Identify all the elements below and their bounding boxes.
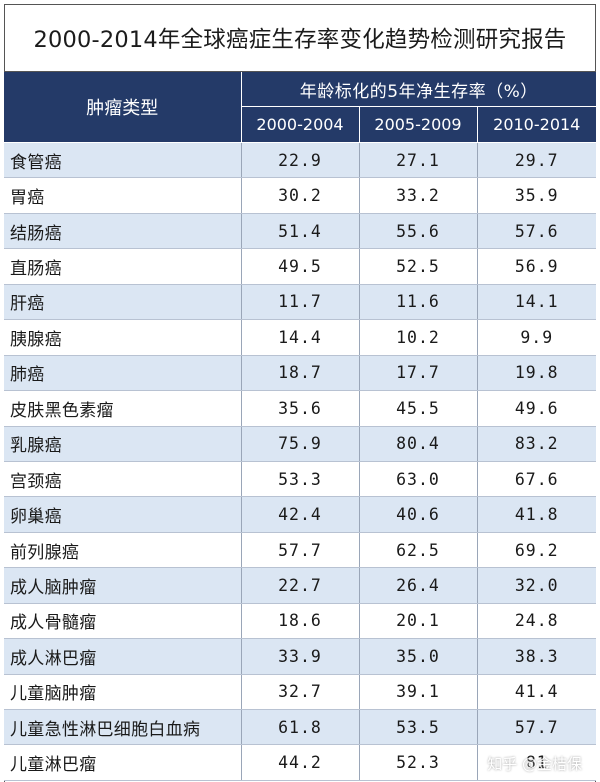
value-cell-2010-2014: 24.8 — [477, 603, 597, 640]
table-row: 乳腺癌 75.9 80.4 83.2 — [4, 426, 597, 462]
value-cell-2005-2009: 80.4 — [359, 426, 478, 462]
table-row: 食管癌 22.9 27.1 29.7 — [4, 142, 597, 179]
value-cell-2005-2009: 20.1 — [359, 603, 478, 640]
value-cell-2005-2009: 27.1 — [359, 142, 478, 179]
value-cell-2010-2014: 49.6 — [477, 390, 597, 427]
value-cell-2000-2004: 44.2 — [241, 744, 360, 781]
value-cell-2010-2014: 41.8 — [477, 496, 597, 533]
value-cell-2010-2014: 67.6 — [477, 461, 597, 498]
value-cell-2000-2004: 75.9 — [241, 426, 360, 462]
value-cell-2005-2009: 11.6 — [359, 284, 478, 321]
tumor-type-cell: 儿童淋巴瘤 — [4, 744, 242, 781]
value-cell-2000-2004: 11.7 — [241, 284, 360, 321]
value-cell-2005-2009: 63.0 — [359, 461, 478, 498]
tumor-type-cell: 宫颈癌 — [4, 461, 242, 498]
value-cell-2000-2004: 18.7 — [241, 355, 360, 392]
tumor-type-cell: 儿童急性淋巴细胞白血病 — [4, 709, 242, 746]
column-header-tumor-type: 肿瘤类型 — [4, 72, 242, 143]
value-cell-2010-2014: 29.7 — [477, 142, 597, 179]
value-cell-2000-2004: 42.4 — [241, 496, 360, 533]
value-cell-2005-2009: 17.7 — [359, 355, 478, 392]
table-row: 肺癌 18.7 17.7 19.8 — [4, 355, 597, 392]
value-cell-2000-2004: 22.7 — [241, 567, 360, 604]
tumor-type-cell: 肺癌 — [4, 355, 242, 392]
table-row: 成人脑肿瘤 22.7 26.4 32.0 — [4, 567, 597, 604]
table-row: 儿童淋巴瘤 44.2 52.3 81 — [4, 744, 597, 781]
column-header-period-1: 2000-2004 — [241, 106, 360, 143]
value-cell-2005-2009: 62.5 — [359, 532, 478, 569]
tumor-type-cell: 成人脑肿瘤 — [4, 567, 242, 604]
table-row: 前列腺癌 57.7 62.5 69.2 — [4, 532, 597, 569]
tumor-type-cell: 前列腺癌 — [4, 532, 242, 569]
value-cell-2000-2004: 35.6 — [241, 390, 360, 427]
value-cell-2010-2014: 57.7 — [477, 709, 597, 746]
value-cell-2010-2014: 41.4 — [477, 674, 597, 711]
tumor-type-cell: 成人骨髓瘤 — [4, 603, 242, 640]
table-row: 结肠癌 51.4 55.6 57.6 — [4, 213, 597, 250]
table-row: 直肠癌 49.5 52.5 56.9 — [4, 248, 597, 285]
value-cell-2010-2014: 57.6 — [477, 213, 597, 250]
table-row: 卵巢癌 42.4 40.6 41.8 — [4, 496, 597, 533]
tumor-type-cell: 卵巢癌 — [4, 496, 242, 533]
table-row: 成人骨髓瘤 18.6 20.1 24.8 — [4, 603, 597, 640]
value-cell-2000-2004: 57.7 — [241, 532, 360, 569]
tumor-type-cell: 肝癌 — [4, 284, 242, 321]
table-row: 胰腺癌 14.4 10.2 9.9 — [4, 319, 597, 356]
tumor-type-cell: 直肠癌 — [4, 248, 242, 285]
value-cell-2000-2004: 51.4 — [241, 213, 360, 250]
table-row: 成人淋巴瘤 33.9 35.0 38.3 — [4, 638, 597, 675]
value-cell-2005-2009: 53.5 — [359, 709, 478, 746]
table-body: 食管癌 22.9 27.1 29.7 胃癌 30.2 33.2 35.9 结肠癌 51.4 55.6… — [4, 142, 597, 781]
column-header-period-3: 2010-2014 — [477, 106, 597, 143]
value-cell-2005-2009: 33.2 — [359, 177, 478, 214]
value-cell-2000-2004: 53.3 — [241, 461, 360, 498]
table-row: 儿童脑肿瘤 32.7 39.1 41.4 — [4, 674, 597, 711]
watermark: 知乎 @金桔保 — [487, 755, 582, 773]
tumor-type-cell: 乳腺癌 — [4, 426, 242, 462]
value-cell-2010-2014: 83.2 — [477, 426, 597, 462]
table-row: 胃癌 30.2 33.2 35.9 — [4, 177, 597, 214]
value-cell-2005-2009: 52.5 — [359, 248, 478, 285]
value-cell-2000-2004: 49.5 — [241, 248, 360, 285]
value-cell-2010-2014: 81 — [477, 744, 597, 781]
value-cell-2010-2014: 9.9 — [477, 319, 597, 356]
table-row: 儿童急性淋巴细胞白血病 61.8 53.5 57.7 — [4, 709, 597, 746]
value-cell-2000-2004: 14.4 — [241, 319, 360, 356]
tumor-type-cell: 胃癌 — [4, 177, 242, 214]
value-cell-2005-2009: 35.0 — [359, 638, 478, 675]
value-cell-2005-2009: 45.5 — [359, 390, 478, 427]
value-cell-2005-2009: 40.6 — [359, 496, 478, 533]
value-cell-2005-2009: 26.4 — [359, 567, 478, 604]
value-cell-2010-2014: 35.9 — [477, 177, 597, 214]
table-row: 皮肤黑色素瘤 35.6 45.5 49.6 — [4, 390, 597, 427]
table-row: 宫颈癌 53.3 63.0 67.6 — [4, 461, 597, 498]
table-row: 肝癌 11.7 11.6 14.1 — [4, 284, 597, 321]
tumor-type-cell: 成人淋巴瘤 — [4, 638, 242, 675]
tumor-type-cell: 结肠癌 — [4, 213, 242, 250]
value-cell-2010-2014: 19.8 — [477, 355, 597, 392]
value-cell-2010-2014: 14.1 — [477, 284, 597, 321]
survival-table: 肿瘤类型 年龄标化的5年净生存率（%） 2000-2004 2005-2009 … — [4, 72, 597, 781]
tumor-type-cell: 皮肤黑色素瘤 — [4, 390, 242, 427]
value-cell-2000-2004: 30.2 — [241, 177, 360, 214]
page-title: 2000-2014年全球癌症生存率变化趋势检测研究报告 — [4, 4, 596, 72]
column-header-period-2: 2005-2009 — [359, 106, 478, 143]
value-cell-2005-2009: 10.2 — [359, 319, 478, 356]
value-cell-2000-2004: 33.9 — [241, 638, 360, 675]
value-cell-2010-2014: 32.0 — [477, 567, 597, 604]
value-cell-2010-2014: 69.2 — [477, 532, 597, 569]
value-cell-2005-2009: 52.3 — [359, 744, 478, 781]
value-cell-2000-2004: 61.8 — [241, 709, 360, 746]
value-cell-2005-2009: 55.6 — [359, 213, 478, 250]
value-cell-2000-2004: 18.6 — [241, 603, 360, 640]
value-cell-2005-2009: 39.1 — [359, 674, 478, 711]
value-cell-2010-2014: 56.9 — [477, 248, 597, 285]
column-group-header-survival: 年龄标化的5年净生存率（%） — [241, 72, 597, 107]
tumor-type-cell: 食管癌 — [4, 142, 242, 179]
tumor-type-cell: 儿童脑肿瘤 — [4, 674, 242, 711]
value-cell-2000-2004: 32.7 — [241, 674, 360, 711]
value-cell-2010-2014: 38.3 — [477, 638, 597, 675]
value-cell-2000-2004: 22.9 — [241, 142, 360, 179]
tumor-type-cell: 胰腺癌 — [4, 319, 242, 356]
